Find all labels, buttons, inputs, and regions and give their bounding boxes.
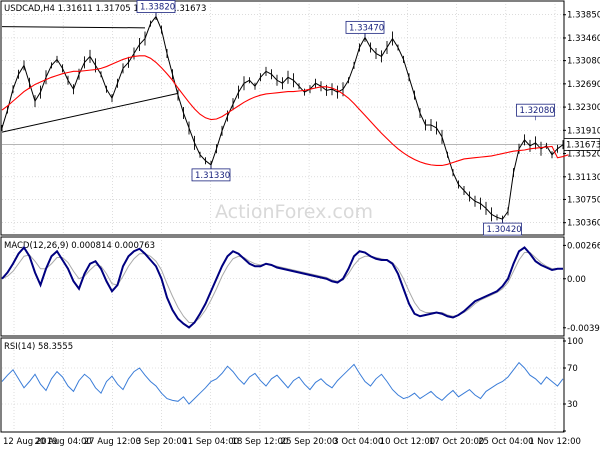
macd-series-layer (1, 245, 563, 329)
macd-main-line (1, 245, 563, 329)
rsi-panel-frame (0, 337, 565, 433)
trendline-rising-support (1, 92, 179, 133)
macd-y-tick-label: -0.003922 (567, 324, 600, 334)
trendline-layer (1, 26, 179, 133)
rsi-y-tick-label: 30 (567, 400, 578, 410)
price-series-layer (1, 13, 569, 223)
last-price-label: 1.31673 (566, 140, 600, 150)
price-y-tick-label: 1.32300 (567, 103, 600, 113)
price-panel-frame (0, 0, 565, 236)
x-tick-label: 11 Sep 04:00 (182, 437, 239, 447)
macd-panel-frame (0, 236, 565, 337)
price-y-tick-label: 1.30360 (567, 219, 600, 229)
x-tick-label: 25 Sep 20:00 (281, 437, 338, 447)
x-tick-label: 25 Oct 04:00 (478, 437, 533, 447)
price-y-tick-label: 1.30750 (567, 195, 600, 205)
y-axis-labels: 1.33850 1.33460 1.33080 1.32690 1.32300 1.319… (563, 11, 600, 432)
price-y-tick-label: 1.33080 (567, 57, 600, 67)
trendline-upper-flat (1, 26, 146, 29)
price-panel-title: USDCAD,H4 1.31611 1.31705 1.31598 1.3167… (4, 4, 206, 14)
price-y-tick-label: 1.33460 (567, 34, 600, 44)
price-callout-label: 1.33470 (349, 23, 384, 33)
price-y-tick-label: 1.31910 (567, 126, 600, 136)
rsi-series-layer (1, 361, 564, 405)
macd-signal-line (1, 252, 563, 323)
callout-layer: 1.33820 1.31330 1.33470 1.32080 1.30420 (136, 0, 555, 236)
macd-y-tick-label: 0.00 (567, 275, 586, 285)
sma-series-line (1, 55, 569, 167)
rsi-y-tick-label: 100 (567, 337, 583, 347)
price-y-tick-label: 1.31130 (567, 173, 600, 183)
rsi-series-line (1, 361, 564, 405)
macd-y-tick-label: 0.002667 (567, 241, 600, 251)
x-tick-label: 1 Nov 12:00 (529, 437, 581, 447)
x-tick-label: 18 Sep 12:00 (232, 437, 289, 447)
rsi-y-tick-label: 70 (567, 364, 578, 374)
price-callout-label: 1.31330 (195, 171, 230, 181)
grid-layer (2, 4, 563, 431)
price-callout-box (136, 0, 176, 13)
macd-panel-label: MACD(12,26,9) 0.000814 0.000763 (4, 241, 155, 251)
price-callout-label: 1.30420 (487, 225, 522, 235)
x-tick-label: 12 Aug 2019 (3, 437, 57, 447)
watermark-text: ActionForex.com (215, 201, 373, 223)
last-price-box (563, 138, 600, 151)
x-tick-label: 17 Oct 20:00 (429, 437, 484, 447)
x-tick-label: 27 Aug 12:00 (84, 437, 141, 447)
price-y-tick-label: 1.31520 (567, 150, 600, 160)
rsi-panel-label: RSI(14) 58.3555 (4, 342, 73, 352)
price-y-tick-label: 1.32690 (567, 80, 600, 90)
x-tick-label: 20 Aug 04:00 (35, 437, 92, 447)
price-callout-label: 1.32080 (520, 106, 555, 116)
price-y-tick-label: 1.33850 (567, 11, 600, 21)
x-tick-label: 3 Sep 20:00 (136, 437, 187, 447)
x-tick-label: 10 Oct 12:00 (380, 437, 435, 447)
price-callout-label: 1.33820 (140, 3, 175, 13)
x-tick-label: 3 Oct 04:00 (333, 437, 383, 447)
